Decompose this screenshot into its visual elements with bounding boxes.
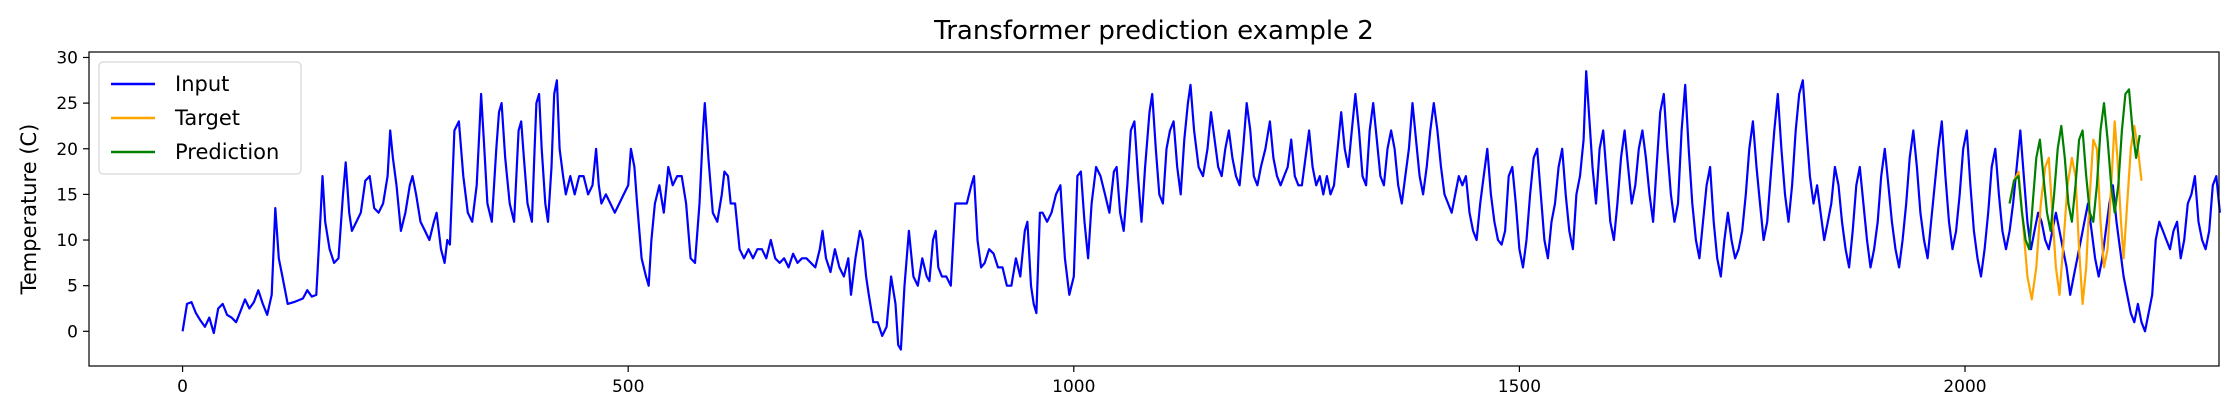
y-tick-label: 10 [56,231,78,251]
legend-label-prediction: Prediction [175,140,279,164]
x-tick-label: 1500 [1498,377,1541,397]
series-line-input [181,70,2221,351]
y-tick-label: 0 [67,322,78,342]
series-line-prediction [2008,88,2141,251]
x-tick-label: 1000 [1052,377,1095,397]
legend-box [98,61,302,175]
x-tick-label: 500 [612,377,644,397]
legend-label-input: Input [175,72,229,96]
chart-title: Transformer prediction example 2 [933,16,1374,46]
y-tick-label: 30 [56,48,78,68]
y-axis-ticks: 0 5 10 15 20 25 30 [56,48,89,342]
y-axis-label: Temperature (C) [17,124,41,296]
plot-frame [88,51,2220,367]
legend: Input Target Prediction [98,61,302,175]
y-tick-label: 15 [56,185,78,205]
y-tick-label: 20 [56,140,78,160]
x-tick-label: 2000 [1943,377,1986,397]
y-tick-label: 5 [67,277,78,297]
x-tick-label: 0 [177,377,188,397]
plot-area [89,52,2219,366]
series-line-target [2008,120,2143,305]
y-tick-label: 25 [56,94,78,114]
x-axis-ticks: 0 500 1000 1500 2000 [177,366,1987,397]
series-lines [181,70,2221,351]
legend-label-target: Target [174,106,240,130]
